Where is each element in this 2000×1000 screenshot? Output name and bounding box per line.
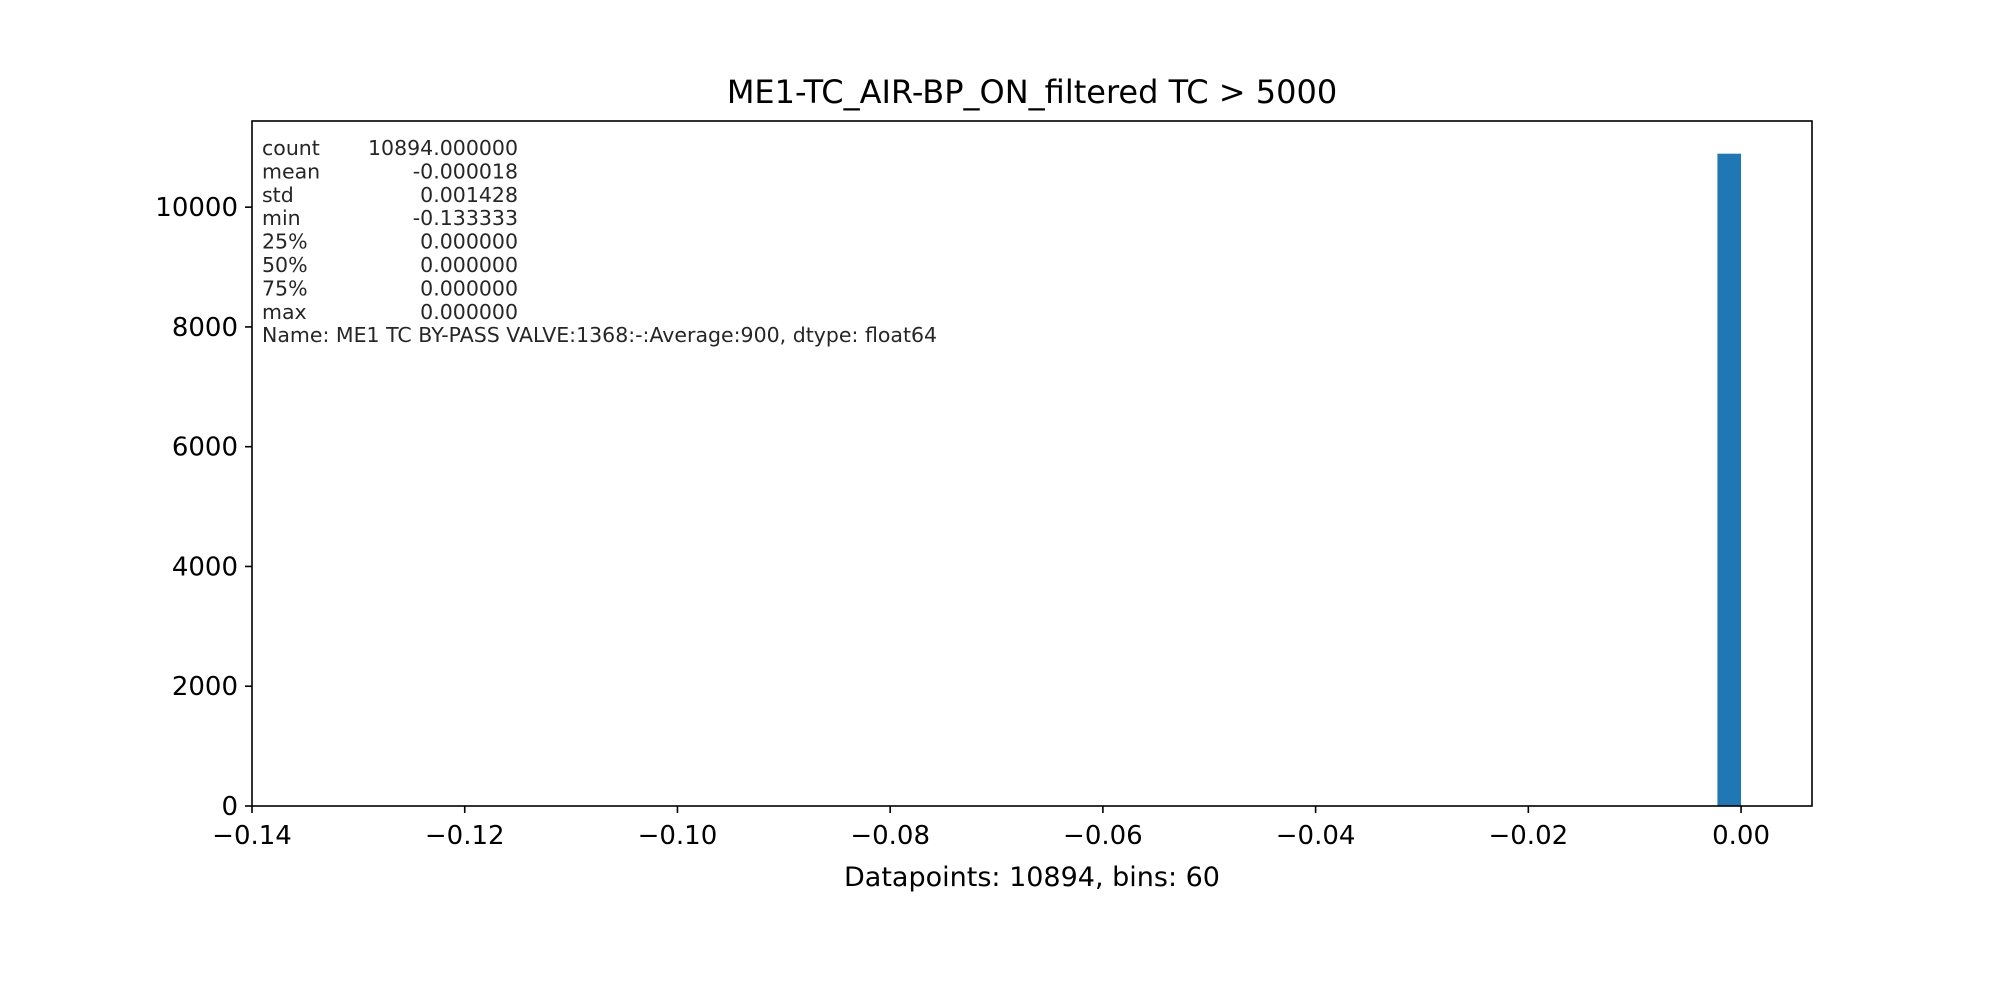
stats-label: 25% [262, 230, 308, 254]
y-tick-label: 10000 [155, 193, 238, 223]
stats-label: mean [262, 159, 320, 183]
y-tick-label: 6000 [172, 433, 238, 463]
stats-value: -0.133333 [413, 206, 518, 230]
x-tick-label: −0.02 [1488, 821, 1568, 851]
y-tick-label: 4000 [172, 552, 238, 582]
stats-value: 0.000000 [420, 276, 518, 300]
histogram-bar-0 [1717, 153, 1742, 806]
x-tick-label: −0.14 [212, 821, 292, 851]
x-tick-label: −0.04 [1276, 821, 1356, 851]
stats-annotation: count 10894.000000 mean -0.000018 std 0.00142… [262, 136, 937, 347]
stats-label: 75% [262, 276, 308, 300]
stats-label: std [262, 183, 294, 207]
plot-frame [251, 120, 1813, 807]
y-axis: 0 2000 4000 6000 8000 10000 [155, 193, 252, 822]
stats-label: max [262, 300, 307, 324]
x-tick-label: −0.10 [638, 821, 718, 851]
x-axis-label: Datapoints: 10894, bins: 60 [844, 862, 1220, 893]
x-axis: −0.14 −0.12 −0.10 −0.08 −0.06 −0.04 −0.02 0.00 [212, 806, 1770, 851]
x-tick-label: −0.06 [1063, 821, 1143, 851]
y-tick-label: 2000 [172, 672, 238, 702]
stats-label: count [262, 136, 320, 160]
stats-value: 0.000000 [420, 253, 518, 277]
x-tick-label: −0.12 [425, 821, 505, 851]
stats-series-name: Name: ME1 TC BY-PASS VALVE:1368:-:Averag… [262, 323, 937, 347]
stats-value: 0.000000 [420, 300, 518, 324]
stats-value: 0.001428 [420, 183, 518, 207]
chart-title: ME1-TC_AIR-BP_ON_filtered TC > 5000 [727, 73, 1337, 111]
stats-value: 10894.000000 [368, 136, 518, 160]
y-tick-label: 0 [221, 792, 238, 822]
bars-layer [1717, 153, 1742, 806]
stats-label: min [262, 206, 301, 230]
stats-value: 0.000000 [420, 230, 518, 254]
x-tick-label: 0.00 [1712, 821, 1770, 851]
x-tick-label: −0.08 [850, 821, 930, 851]
stats-label: 50% [262, 253, 308, 277]
y-tick-label: 8000 [172, 313, 238, 343]
stats-value: -0.000018 [413, 159, 518, 183]
